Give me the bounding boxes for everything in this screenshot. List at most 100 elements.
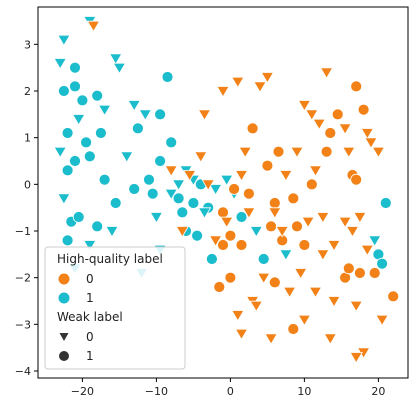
- data-point: [297, 100, 312, 112]
- data-point: [249, 300, 263, 313]
- data-point: [197, 109, 212, 121]
- data-point: [327, 240, 341, 252]
- data-point: [342, 262, 355, 275]
- y-tick-label: 3: [24, 38, 31, 51]
- data-point: [76, 94, 89, 107]
- data-point: [320, 145, 333, 158]
- data-point: [242, 187, 255, 200]
- data-point: [53, 146, 67, 159]
- data-point: [308, 286, 323, 299]
- legend: High-quality label 0 1 Weak label 0 1: [44, 246, 186, 370]
- data-point: [154, 108, 167, 121]
- data-point: [208, 235, 223, 247]
- data-point: [231, 76, 245, 89]
- data-point: [360, 128, 374, 140]
- data-point: [95, 127, 107, 139]
- data-point: [353, 267, 366, 279]
- data-point: [246, 122, 259, 135]
- x-tick-label: 0: [227, 385, 234, 398]
- x-tick-label: −10: [145, 385, 168, 398]
- data-point: [138, 109, 152, 121]
- data-point: [338, 123, 352, 135]
- x-tick-label: 10: [297, 385, 311, 398]
- data-point: [175, 226, 189, 238]
- data-point: [275, 226, 289, 238]
- data-point: [58, 85, 70, 97]
- data-point: [357, 103, 370, 116]
- data-point: [171, 179, 186, 191]
- data-point: [72, 211, 85, 223]
- legend-hue-marker-1: [58, 292, 70, 304]
- y-tick-label: 1: [24, 132, 31, 145]
- data-point: [261, 159, 274, 172]
- legend-style-title: Weak label: [57, 310, 123, 324]
- data-point: [80, 136, 92, 149]
- data-point: [294, 268, 308, 280]
- data-point: [338, 216, 352, 229]
- data-point: [349, 352, 363, 364]
- data-point: [61, 234, 74, 247]
- data-point: [191, 229, 204, 242]
- data-point: [272, 145, 285, 158]
- data-point: [105, 226, 119, 238]
- data-point: [91, 89, 104, 102]
- data-point: [57, 193, 71, 205]
- data-point: [217, 239, 229, 251]
- data-point: [208, 184, 223, 196]
- data-point: [97, 104, 112, 117]
- data-point: [376, 257, 389, 270]
- data-point: [290, 146, 304, 159]
- legend-style-label-0: 0: [86, 330, 94, 344]
- data-point: [375, 314, 389, 327]
- data-point: [305, 178, 318, 191]
- data-point: [61, 164, 74, 177]
- data-point: [161, 71, 174, 83]
- data-point: [279, 249, 293, 261]
- data-point: [257, 253, 270, 265]
- data-point: [287, 323, 300, 335]
- data-point: [324, 127, 337, 139]
- data-point: [224, 271, 237, 284]
- data-point: [109, 197, 122, 209]
- legend-hue-marker-0: [58, 273, 70, 285]
- data-point: [298, 239, 311, 251]
- data-point: [349, 300, 363, 313]
- legend-hue-label-0: 0: [86, 272, 94, 286]
- data-point: [323, 333, 337, 345]
- data-point: [379, 197, 392, 209]
- data-point: [154, 155, 167, 167]
- data-point: [319, 67, 334, 79]
- data-point: [265, 220, 278, 233]
- legend-style-marker-circle: [59, 351, 69, 361]
- data-point: [109, 53, 123, 65]
- data-point: [360, 244, 374, 257]
- data-point: [83, 240, 97, 252]
- data-point: [228, 183, 241, 195]
- plot-frame: [37, 6, 409, 379]
- data-point: [176, 206, 189, 219]
- data-point: [342, 146, 356, 159]
- y-tick-label: −2: [15, 272, 31, 285]
- data-point: [279, 170, 293, 182]
- legend-style-label-1: 1: [86, 349, 94, 363]
- legend-style-marker-triangle: [59, 333, 69, 341]
- data-point: [350, 80, 363, 93]
- data-point: [91, 220, 104, 233]
- data-point: [234, 170, 249, 182]
- data-point: [364, 137, 378, 149]
- data-point: [260, 72, 275, 84]
- data-point: [120, 151, 134, 163]
- x-axis: −20 −10 0 10 20: [71, 378, 385, 398]
- data-point: [197, 207, 212, 219]
- data-point: [387, 290, 400, 303]
- data-point: [164, 165, 178, 177]
- data-point: [268, 276, 281, 289]
- data-point: [291, 220, 303, 233]
- data-point: [172, 192, 185, 205]
- data-point: [345, 226, 360, 238]
- data-point: [205, 253, 218, 265]
- data-point: [201, 179, 215, 191]
- data-point: [308, 165, 323, 177]
- data-point: [98, 173, 111, 186]
- data-point: [305, 109, 319, 121]
